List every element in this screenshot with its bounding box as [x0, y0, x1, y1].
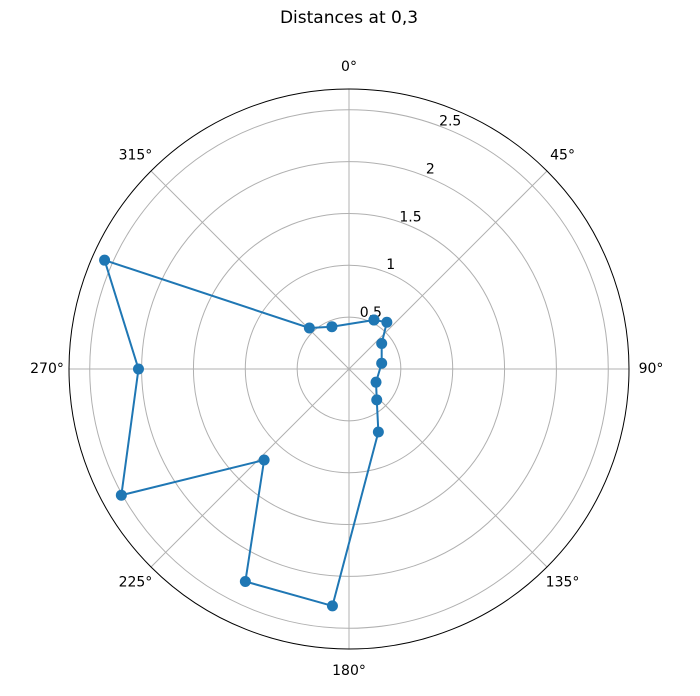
theta-tick-label: 90°: [639, 361, 664, 377]
theta-tick-label: 225°: [119, 575, 153, 591]
polar-frame: [68, 88, 630, 650]
point: [372, 426, 384, 438]
theta-tick-label: 45°: [550, 147, 575, 163]
r-tick-label: 1: [386, 257, 395, 273]
point: [115, 489, 127, 501]
grid-spoke: [348, 170, 548, 370]
point: [381, 316, 393, 328]
point: [370, 376, 382, 388]
chart-title: Distances at 0,3: [280, 8, 418, 28]
point: [376, 337, 388, 349]
point: [371, 394, 383, 406]
grid-spoke: [150, 368, 350, 568]
r-tick-label: 1.5: [399, 209, 421, 225]
theta-tick-label: 135°: [546, 575, 580, 591]
point: [258, 454, 270, 466]
point: [99, 254, 111, 266]
theta-tick-label: 0°: [341, 59, 357, 75]
point: [326, 600, 338, 612]
series-line: [103, 258, 389, 608]
r-tick-label: 2.5: [439, 113, 461, 129]
point: [326, 321, 338, 333]
grid-spoke: [150, 170, 350, 370]
point: [376, 357, 388, 369]
point: [132, 363, 144, 375]
point: [368, 314, 380, 326]
r-tick-label: 2: [426, 161, 435, 177]
theta-tick-label: 270°: [30, 361, 64, 377]
theta-tick-label: 315°: [119, 147, 153, 163]
grid-spoke: [348, 368, 548, 568]
point: [303, 322, 315, 334]
theta-tick-label: 180°: [332, 663, 366, 679]
point: [239, 576, 251, 588]
